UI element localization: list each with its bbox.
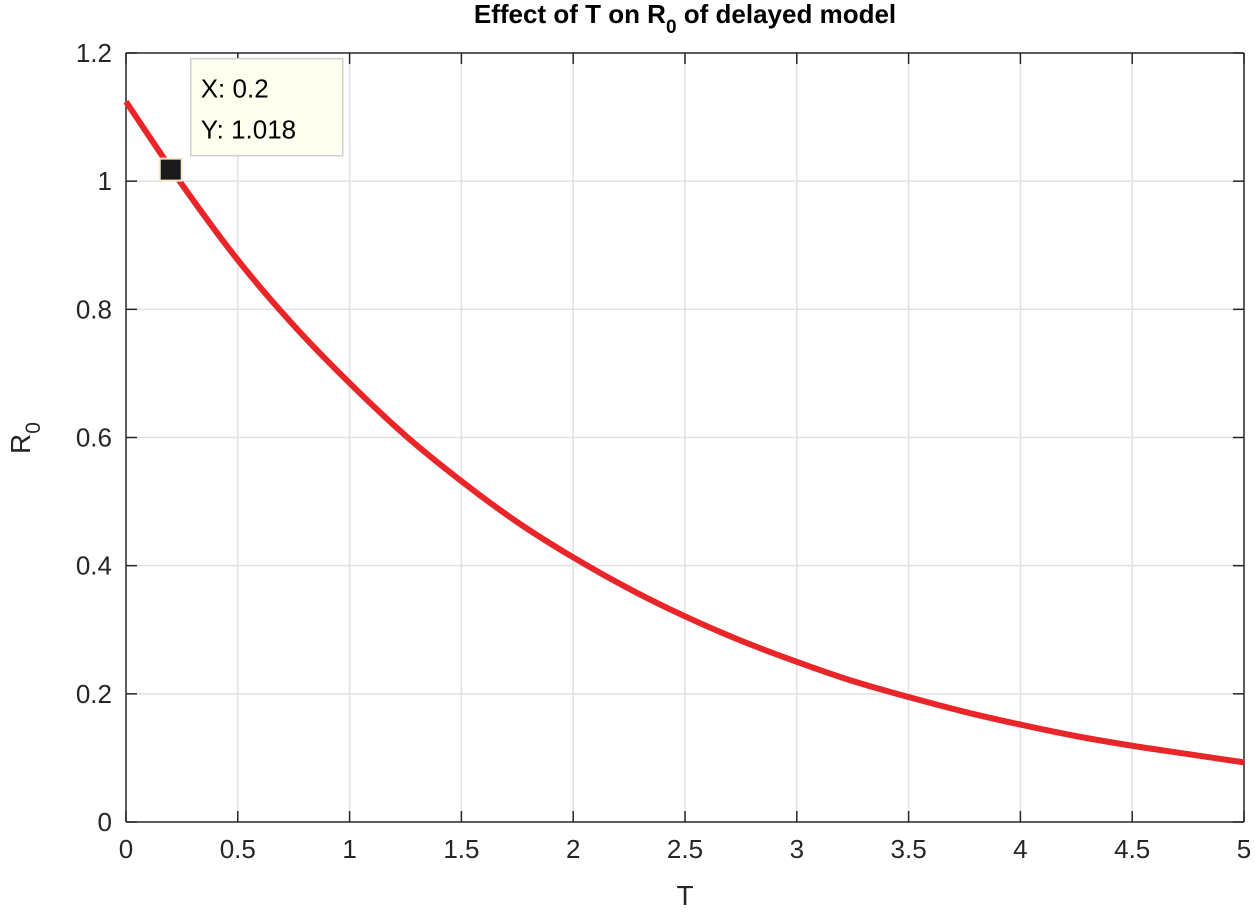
y-tick-label: 0.2 [76, 679, 112, 709]
x-tick-label: 0 [119, 834, 133, 864]
grid-layer [126, 53, 1244, 822]
datatip-box[interactable] [189, 57, 344, 157]
y-tick-label: 0 [98, 807, 112, 837]
x-tick-label: 5 [1237, 834, 1251, 864]
y-tick-label: 1.2 [76, 38, 112, 68]
x-tick-label: 2.5 [667, 834, 703, 864]
datatip-layer[interactable]: X: 0.2 Y: 1.018 [158, 57, 344, 182]
x-tick-label: 2 [566, 834, 580, 864]
chart-title-main: Effect of T on R [474, 0, 666, 29]
x-tick-label: 4.5 [1114, 834, 1150, 864]
y-tick-label: 0.6 [76, 423, 112, 453]
x-tick-label: 0.5 [220, 834, 256, 864]
y-axis-label-subscript: 0 [22, 422, 45, 434]
x-tick-label: 3.5 [891, 834, 927, 864]
x-axis-label: T [676, 880, 693, 911]
y-tick-label: 0.8 [76, 294, 112, 324]
chart-title: Effect of T on R0 of delayed model [474, 0, 896, 38]
datatip-marker[interactable] [158, 157, 183, 182]
x-tick-label: 4 [1013, 834, 1027, 864]
datatip-x-label: X: 0.2 [201, 74, 269, 104]
y-axis-label-main: R [5, 434, 36, 454]
series-layer [123, 100, 1245, 766]
series-line-r0 [123, 100, 1245, 766]
x-tick-label: 1 [342, 834, 356, 864]
y-tick-label: 1 [98, 166, 112, 196]
chart-title-subscript: 0 [666, 17, 677, 38]
x-tick-label: 3 [790, 834, 804, 864]
datatip-y-label: Y: 1.018 [201, 115, 296, 145]
chart-title-suffix: of delayed model [677, 0, 897, 29]
ticks-layer: 0 0.5 1 1.5 2 2.5 3 3.5 4 4.5 5 0 0.2 0.4 0.6 0.8 1 1.2 [76, 38, 1251, 864]
x-tick-label: 1.5 [443, 834, 479, 864]
y-tick-label: 0.4 [76, 551, 112, 581]
y-axis-label: R0 [5, 422, 45, 454]
